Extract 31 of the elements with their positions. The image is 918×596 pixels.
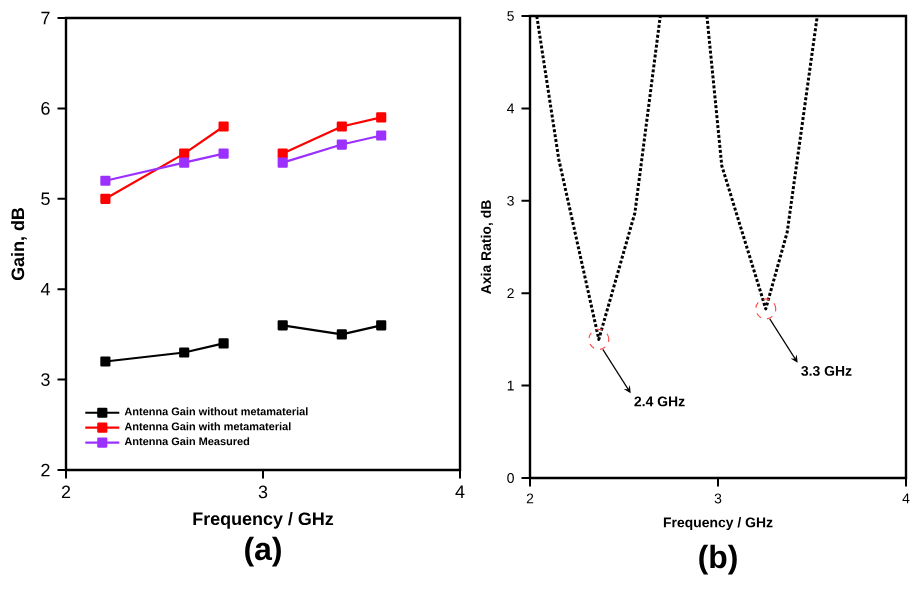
point xyxy=(218,121,229,132)
text: (b) xyxy=(699,544,737,575)
y-tick-label: 2 xyxy=(41,463,50,477)
y-tick-label: 4 xyxy=(40,283,50,296)
point xyxy=(179,157,190,168)
point xyxy=(100,175,111,186)
x-tick-label: 3 xyxy=(258,485,268,499)
y-tick-label: 6 xyxy=(41,102,50,115)
y-tick-label: 5 xyxy=(41,192,50,206)
point xyxy=(179,148,190,159)
point xyxy=(179,347,190,358)
y-axis-title: Gain, dB xyxy=(11,207,27,281)
point xyxy=(376,130,387,141)
point xyxy=(376,112,387,123)
point xyxy=(336,329,347,340)
x-tick-label: 2 xyxy=(61,485,71,499)
point xyxy=(218,338,229,349)
point xyxy=(376,320,387,331)
point xyxy=(277,157,288,168)
y-tick-label: 3 xyxy=(41,373,50,386)
x-axis-title: Frequency / GHz xyxy=(193,511,334,529)
text: (a) xyxy=(245,536,281,567)
point xyxy=(277,320,288,331)
point xyxy=(218,148,229,159)
point xyxy=(336,121,347,132)
point xyxy=(100,356,111,367)
point xyxy=(100,193,111,204)
point xyxy=(277,148,288,159)
y-tick-label: 7 xyxy=(41,11,50,25)
point xyxy=(336,139,347,150)
x-tick-label: 4 xyxy=(455,485,465,498)
